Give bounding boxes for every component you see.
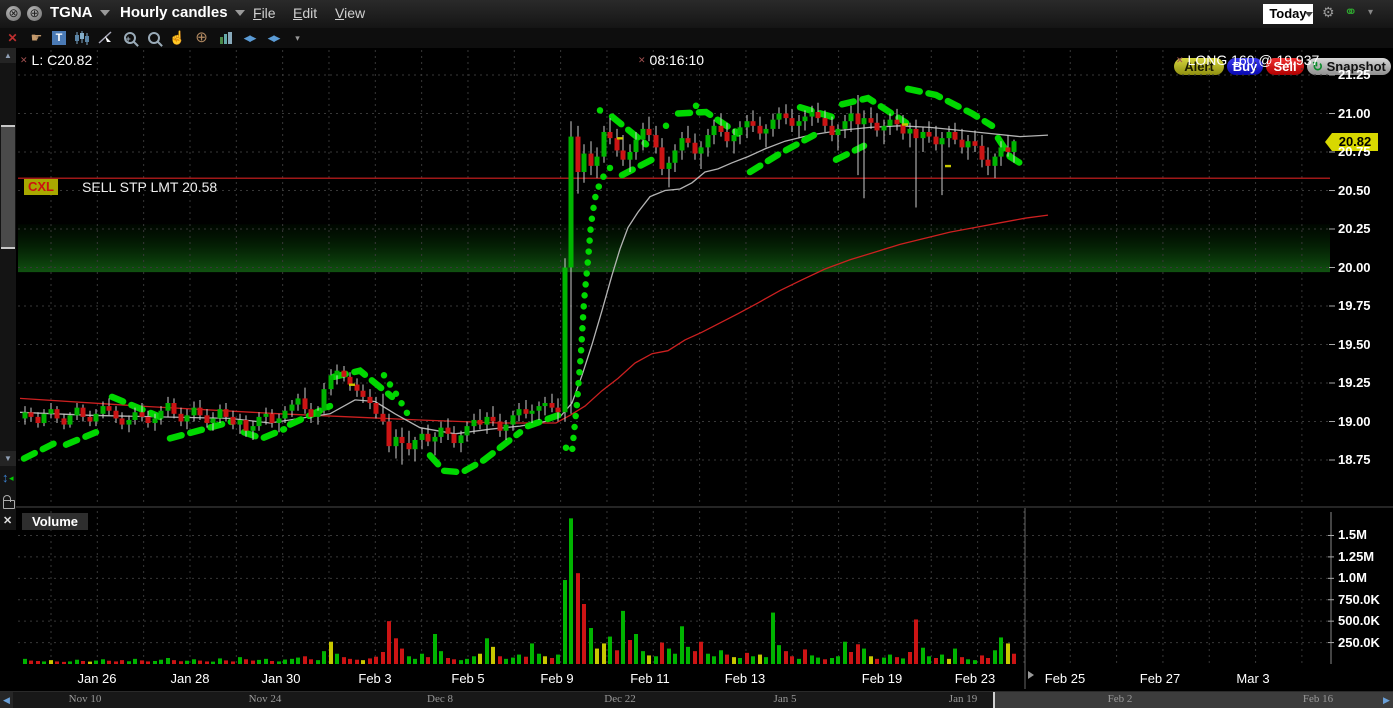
- symbol-label: TGNA: [50, 4, 93, 21]
- menu-view[interactable]: View: [335, 5, 366, 21]
- scroll-down-button[interactable]: ▼: [0, 451, 16, 466]
- crosshair-globe-icon[interactable]: ⊕: [195, 29, 208, 46]
- gridlines: [0, 50, 1393, 689]
- snapshot-label: Snapshot: [1326, 59, 1386, 74]
- scrollbar-date-label: Jan 5: [773, 693, 797, 705]
- scrollbar-date-label: Nov 24: [248, 693, 282, 705]
- bar-spacing-icon[interactable]: ◀▶: [267, 33, 281, 43]
- drag-hand-icon[interactable]: ☛: [30, 30, 43, 45]
- timeframe-selector[interactable]: Hourly candles: [120, 4, 245, 21]
- zoom-out-icon[interactable]: [145, 30, 162, 46]
- menu-file[interactable]: File: [253, 5, 276, 21]
- support-band: [18, 224, 1330, 273]
- lock-icon[interactable]: [3, 495, 15, 509]
- scrollbar-date-label: Nov 10: [68, 693, 102, 705]
- horizontal-scrollbar: ◀ ▶ Nov 10 Nov 24 Dec 8 Dec 22 Jan 5 Jan 19 Fe…: [0, 691, 1393, 708]
- scroll-left-button[interactable]: ◀: [0, 692, 13, 708]
- snapshot-button[interactable]: ↻ Snapshot: [1307, 58, 1391, 75]
- pan-hand-icon[interactable]: ☝: [169, 30, 186, 45]
- scrollbar-date-label: Jan 19: [948, 693, 978, 705]
- scrollbar-date-label: Dec 8: [427, 693, 453, 705]
- bar-width-icon[interactable]: ◀▶: [243, 33, 257, 43]
- vertical-scroll-thumb[interactable]: [1, 125, 15, 249]
- horizontal-scroll-thumb[interactable]: [993, 692, 1382, 708]
- chevron-down-icon: [234, 10, 245, 17]
- scroll-right-button[interactable]: ▶: [1380, 692, 1393, 708]
- scrollbar-date-label: Dec 22: [604, 693, 636, 705]
- link-icon[interactable]: ⚭: [1344, 4, 1358, 21]
- chevron-down-icon: [99, 10, 110, 17]
- trendline-tool-icon[interactable]: [97, 30, 114, 46]
- window-close-button[interactable]: ⊗: [6, 6, 21, 21]
- close-volume-icon[interactable]: ✕: [3, 515, 13, 527]
- candles-layer: [22, 95, 1017, 465]
- chevron-down-icon[interactable]: ▾: [295, 33, 300, 43]
- gear-icon[interactable]: ⚙: [1322, 4, 1335, 20]
- candles-tool-icon[interactable]: [73, 30, 90, 46]
- refresh-icon: ↻: [1312, 59, 1324, 74]
- ma-slow-line: [19, 214, 1049, 424]
- window-add-button[interactable]: ⊕: [27, 6, 42, 21]
- scroll-up-button[interactable]: ▲: [0, 48, 16, 63]
- vertical-scrollbar: ▲ ▼ ↕ ◂: [0, 48, 16, 530]
- scrollbar-date-label: Feb 16: [1302, 693, 1334, 705]
- indicator-bars-icon[interactable]: [217, 30, 234, 46]
- timeframe-label: Hourly candles: [120, 4, 228, 21]
- cancel-order-button[interactable]: CXL: [24, 179, 58, 195]
- zoom-in-icon[interactable]: +: [121, 30, 138, 46]
- alert-button[interactable]: Alert: [1174, 58, 1224, 75]
- scrollbar-date-label: Feb 2: [1107, 693, 1133, 705]
- chevron-down-icon: [1305, 12, 1313, 17]
- close-tool-icon[interactable]: ✕: [7, 31, 18, 45]
- text-tool-icon[interactable]: T: [52, 31, 66, 45]
- autoscale-icon[interactable]: ↕: [2, 470, 9, 485]
- volume-bars-layer: [23, 518, 1016, 664]
- menu-edit[interactable]: Edit: [293, 5, 318, 21]
- chart-toolbar: ✕ ☛ T + ☝ ⊕ ◀▶ ◀▶ ▾ Alert Buy Sell ↻ Sna…: [0, 28, 1393, 75]
- symbol-selector[interactable]: TGNA: [50, 4, 110, 21]
- range-selector[interactable]: Today: [1263, 4, 1313, 24]
- sell-button[interactable]: Sell: [1266, 58, 1304, 75]
- ma-fast-line: [19, 125, 1049, 435]
- autoscale-arrow-icon: ◂: [9, 473, 14, 483]
- menu-bar: ⊗ ⊕ TGNA Hourly candles File Edit View T…: [0, 0, 1393, 29]
- chevron-down-icon[interactable]: ▾: [1368, 7, 1374, 18]
- buy-button[interactable]: Buy: [1227, 58, 1263, 75]
